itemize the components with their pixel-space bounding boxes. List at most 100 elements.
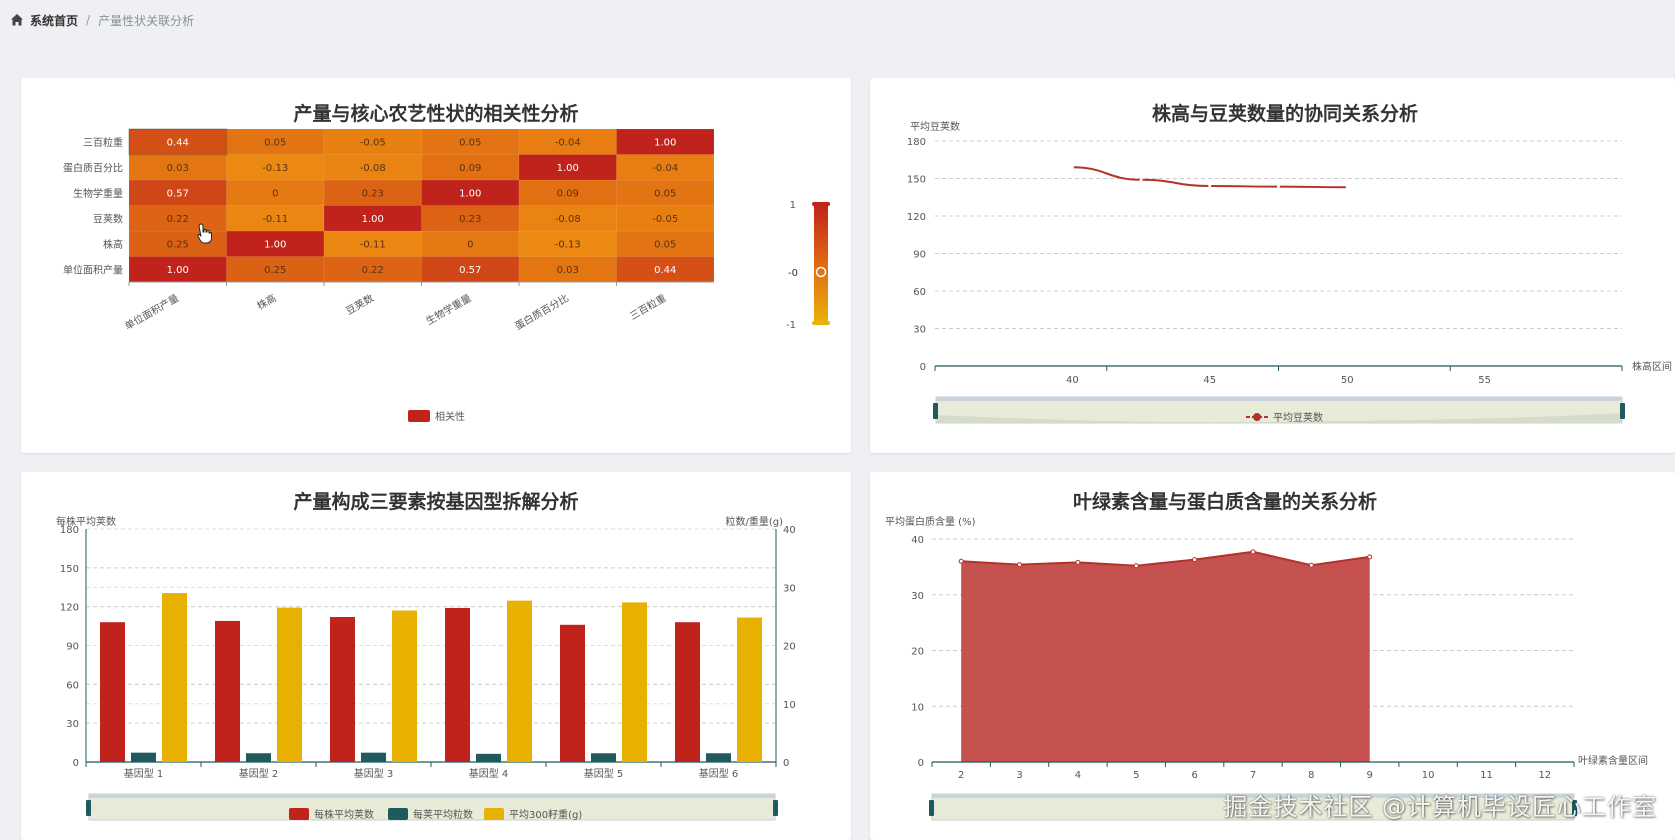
heatmap-cell[interactable] (616, 179, 715, 206)
heatmap-legend[interactable]: 相关性 (408, 410, 465, 423)
data-point[interactable] (1208, 184, 1212, 188)
data-zoom-right-handle[interactable] (773, 800, 778, 816)
heatmap-cell[interactable] (323, 179, 422, 206)
yield-components-chart: 产量构成三要素按基因型拆解分析 每株平均荚数 粒数/重量(g) 0 30 60 90 1… (56, 490, 796, 821)
heatmap-cell[interactable] (323, 154, 422, 181)
heatmap-cell[interactable] (128, 154, 227, 181)
data-zoom-left-handle[interactable] (929, 800, 934, 816)
heatmap-cell[interactable] (128, 205, 227, 232)
heatmap-cell-label: 0.23 (362, 188, 384, 199)
heatmap-cell[interactable] (518, 128, 617, 155)
data-zoom-right-handle[interactable] (1620, 403, 1625, 419)
bar-seed-weight[interactable] (277, 607, 302, 762)
visual-map-min-label: -1 (786, 320, 796, 331)
data-zoom-slider[interactable] (86, 793, 778, 821)
data-point[interactable] (1017, 562, 1023, 568)
bar-pods-per-plant[interactable] (560, 624, 585, 762)
data-zoom-slider[interactable] (929, 793, 1577, 821)
line-legend[interactable]: 平均豆荚数 (1246, 411, 1323, 424)
heatmap-cell[interactable] (421, 256, 520, 283)
data-zoom-slider[interactable] (933, 396, 1625, 424)
bar-seeds-per-pod[interactable] (246, 753, 271, 762)
x-tick-label: 三百粒重 (627, 291, 668, 322)
heatmap-cell[interactable] (226, 179, 325, 206)
data-point[interactable] (1277, 185, 1280, 189)
data-zoom-left-handle[interactable] (933, 403, 938, 419)
heatmap-cell[interactable] (518, 179, 617, 206)
heatmap-cell-label: -0.08 (555, 214, 581, 225)
heatmap-cell-label: 0.22 (362, 265, 384, 276)
heatmap-cell-label: 0.09 (459, 163, 481, 174)
bar-pods-per-plant[interactable] (675, 622, 700, 762)
bar-seed-weight[interactable] (507, 600, 532, 762)
home-icon[interactable] (10, 13, 24, 27)
bar-seed-weight[interactable] (737, 617, 762, 762)
bar-pods-per-plant[interactable] (445, 607, 470, 762)
series-line-protein[interactable] (961, 550, 1370, 567)
heatmap-cell[interactable] (616, 230, 715, 257)
heatmap-cell[interactable] (616, 128, 715, 155)
bar-pods-per-plant[interactable] (330, 617, 355, 762)
data-point[interactable] (1250, 549, 1256, 555)
visual-map[interactable]: 1 -0 -1 (786, 200, 830, 331)
data-zoom-left-handle[interactable] (86, 800, 91, 816)
heatmap-cell[interactable] (226, 230, 325, 257)
y-tick-label: 60 (913, 287, 926, 298)
bar-pods-per-plant[interactable] (100, 622, 125, 762)
plant-height-pod-chart: 株高与豆荚数量的协同关系分析 平均豆荚数 0 30 60 90 120 150 180 40… (907, 102, 1672, 424)
heatmap-cell[interactable] (518, 256, 617, 283)
heatmap-cell[interactable] (518, 154, 617, 181)
x-tick-label: 45 (1203, 375, 1216, 386)
heatmap-cell[interactable] (616, 154, 715, 181)
visual-map-bar[interactable] (814, 204, 828, 324)
bar-legend[interactable]: 每株平均荚数 每荚平均粒数 平均300籽重(g) (289, 808, 582, 821)
data-point[interactable] (1308, 562, 1314, 568)
legend-swatch (289, 808, 309, 820)
data-point[interactable] (1075, 559, 1081, 565)
heatmap-cell[interactable] (226, 256, 325, 283)
bar-seeds-per-pod[interactable] (706, 753, 731, 762)
heatmap-cell-label: 0.05 (654, 239, 676, 250)
bar-seed-weight[interactable] (622, 602, 647, 762)
data-point[interactable] (1070, 165, 1074, 169)
x-tick-label: 5 (1133, 770, 1139, 781)
bar-seed-weight[interactable] (162, 593, 187, 762)
x-tick-label: 豆荚数 (343, 291, 375, 317)
visual-map-bottom-handle[interactable] (812, 321, 830, 325)
heatmap-cell[interactable] (421, 154, 520, 181)
data-point[interactable] (1367, 554, 1373, 560)
heatmap-cell[interactable] (518, 205, 617, 232)
data-point[interactable] (958, 558, 964, 564)
data-point[interactable] (1345, 185, 1349, 189)
heatmap-cell[interactable] (616, 205, 715, 232)
area-fill-protein[interactable] (961, 551, 1370, 762)
y-tick-label: 0 (918, 758, 924, 769)
bar-seeds-per-pod[interactable] (591, 753, 616, 762)
data-point[interactable] (1192, 557, 1198, 563)
heatmap-cell[interactable] (128, 179, 227, 206)
heatmap-hover-highlight (128, 128, 228, 156)
heatmap-cell[interactable] (421, 205, 520, 232)
heatmap-cell[interactable] (421, 230, 520, 257)
bar-seeds-per-pod[interactable] (131, 752, 156, 762)
data-point[interactable] (1133, 563, 1139, 569)
heatmap-cell[interactable] (128, 128, 227, 155)
y-tick-label: 150 (907, 175, 926, 186)
correlation-heatmap-chart: 产量与核心农艺性状的相关性分析 1.00 0.25 0.22 0.57 0.03 0.44… (63, 102, 830, 423)
breadcrumb-home-link[interactable]: 系统首页 (30, 13, 79, 28)
y-tick-label: 30 (911, 591, 924, 602)
heatmap-cell[interactable] (128, 256, 227, 283)
bar-seeds-per-pod[interactable] (361, 752, 386, 762)
visual-map-indicator[interactable] (815, 266, 827, 278)
series-line-avg-pods[interactable] (1072, 166, 1348, 189)
x-tick-label: 4 (1075, 770, 1081, 781)
heatmap-cell[interactable] (421, 128, 520, 155)
data-zoom-right-handle[interactable] (1572, 800, 1577, 816)
bar-seeds-per-pod[interactable] (476, 753, 501, 762)
data-zoom-track[interactable] (931, 793, 1575, 821)
bar-seed-weight[interactable] (392, 610, 417, 762)
heatmap-cell[interactable] (323, 230, 422, 257)
data-point[interactable] (1139, 178, 1143, 182)
bar-pods-per-plant[interactable] (215, 620, 240, 762)
heatmap-cell[interactable] (616, 256, 715, 283)
